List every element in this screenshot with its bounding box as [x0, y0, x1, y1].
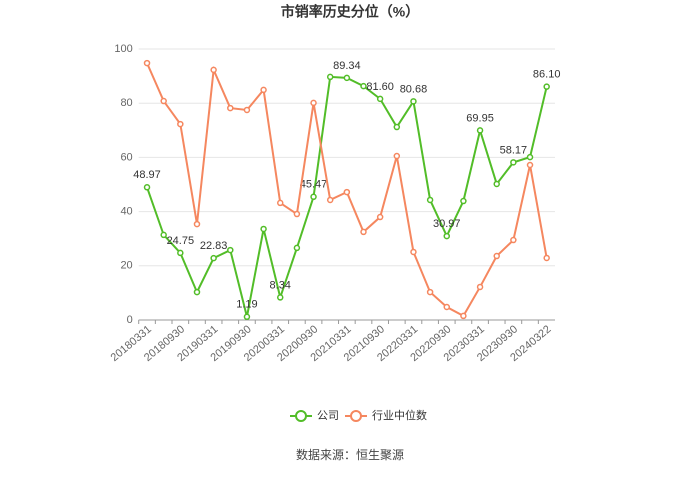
point — [543, 254, 550, 262]
point — [343, 74, 351, 82]
y-tick-label: 100 — [114, 43, 132, 55]
point — [443, 303, 451, 311]
point — [177, 120, 184, 128]
point — [243, 313, 251, 321]
point — [376, 95, 384, 103]
point — [526, 161, 534, 169]
point — [426, 196, 434, 204]
point — [426, 288, 434, 296]
data-label: 1.19 — [236, 299, 257, 311]
point — [310, 99, 317, 107]
data-label: 45.47 — [300, 179, 328, 191]
point — [177, 249, 184, 257]
point — [443, 232, 451, 240]
data-label: 58.17 — [500, 144, 528, 156]
data-label: 81.60 — [366, 81, 394, 93]
point — [160, 231, 167, 239]
data-label: 22.83 — [200, 240, 228, 252]
point — [543, 83, 550, 90]
point — [410, 248, 417, 256]
data-label: 69.95 — [466, 112, 494, 124]
data-label: 8.34 — [270, 279, 291, 291]
point — [143, 59, 151, 67]
y-tick-label: 60 — [120, 151, 132, 163]
point — [393, 123, 401, 131]
data-label: 80.68 — [400, 83, 428, 95]
point — [493, 252, 500, 260]
y-tick-label: 20 — [120, 260, 132, 272]
point — [160, 97, 167, 105]
point — [410, 98, 417, 105]
point — [476, 283, 484, 291]
y-tick-label: 80 — [120, 97, 132, 109]
point — [510, 236, 517, 244]
point — [393, 152, 401, 160]
data-label: 30.97 — [433, 218, 461, 230]
point — [210, 254, 217, 262]
point — [510, 159, 517, 166]
point — [193, 288, 201, 296]
y-tick-label: 40 — [120, 206, 132, 218]
source: 数据来源：恒生聚源 — [296, 447, 404, 462]
point — [260, 86, 267, 94]
point — [227, 246, 234, 254]
y-tick-label: 0 — [127, 314, 133, 326]
point — [310, 193, 317, 201]
point — [276, 294, 284, 301]
legend-marker — [295, 410, 307, 422]
point — [193, 220, 201, 228]
legend-label: 公司 — [317, 410, 339, 422]
point — [276, 199, 284, 207]
point — [460, 312, 467, 320]
point — [493, 180, 500, 188]
point — [293, 244, 301, 252]
legend-label: 行业中位数 — [372, 408, 427, 422]
point — [326, 73, 334, 81]
point — [360, 228, 367, 236]
chart-title: 市销率历史分位（%） — [281, 4, 419, 20]
point — [326, 196, 334, 204]
point — [293, 210, 301, 218]
data-label: 86.10 — [533, 69, 561, 81]
point — [260, 225, 267, 233]
point — [460, 197, 467, 205]
point — [243, 106, 251, 114]
point — [143, 184, 151, 191]
legend-marker — [350, 410, 362, 422]
point — [476, 127, 484, 134]
point — [343, 188, 351, 196]
data-label: 24.75 — [167, 235, 195, 247]
data-label: 48.97 — [133, 169, 161, 181]
data-label: 89.34 — [333, 60, 361, 72]
point — [526, 153, 534, 161]
point — [376, 213, 384, 221]
point — [210, 66, 217, 74]
point — [360, 82, 367, 90]
point — [227, 104, 234, 112]
